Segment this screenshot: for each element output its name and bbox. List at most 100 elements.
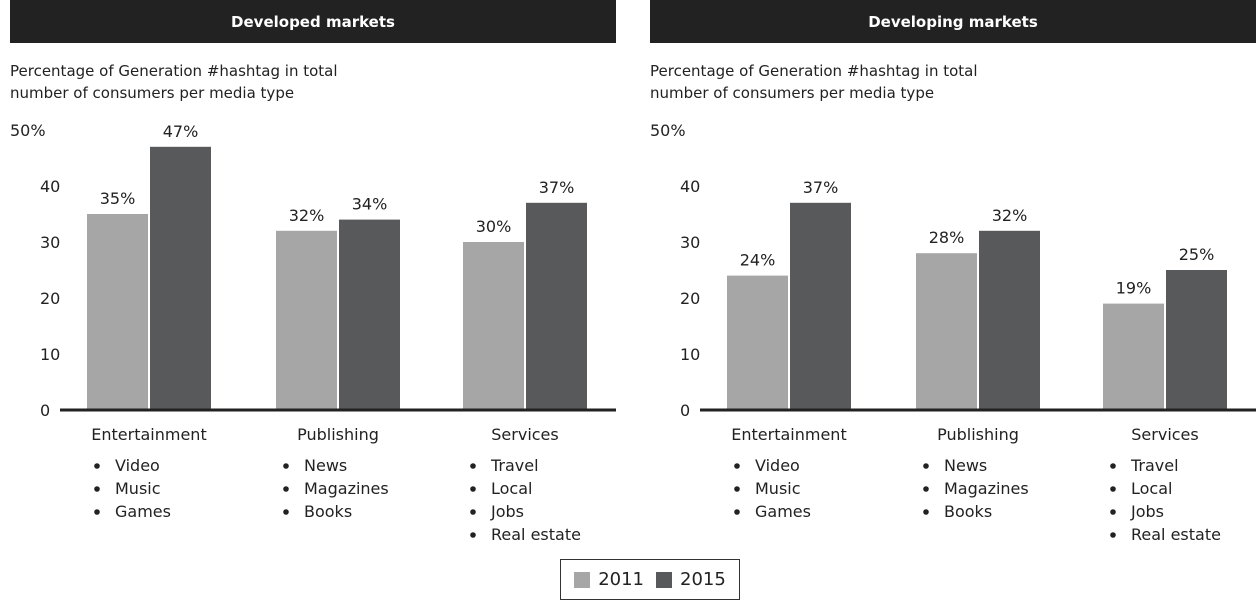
data-label: 32%	[289, 206, 325, 225]
bar-chart-developing: 0 10 20 30 40 50% 24% 28% 19% 37% 32% 25% Entertainm…	[650, 121, 1256, 544]
bullet-icon	[734, 463, 740, 469]
data-label: 47%	[163, 122, 199, 141]
bullet-icon	[1110, 532, 1116, 538]
data-label: 25%	[1179, 245, 1215, 264]
y-tick-label: 10	[680, 345, 700, 364]
bullet-icon	[470, 486, 476, 492]
legend: 2011 2015	[560, 559, 740, 600]
category-item: Travel	[490, 456, 539, 475]
bullet-icon	[94, 463, 100, 469]
y-tick-label: 40	[680, 177, 700, 196]
subtitle-line-2: number of consumers per media type	[10, 84, 295, 102]
y-tick-label: 50%	[10, 121, 46, 140]
data-label: 34%	[352, 195, 388, 214]
bar-2015-services	[526, 202, 587, 410]
bar-2015-publishing	[339, 219, 400, 410]
bar-2011-entertainment	[727, 275, 788, 410]
category-item: News	[304, 456, 347, 475]
data-label: 37%	[803, 178, 839, 197]
y-tick-label: 0	[680, 401, 690, 420]
bullet-icon	[94, 509, 100, 515]
bullet-icon	[1110, 486, 1116, 492]
category-item: Real estate	[491, 525, 581, 544]
bullet-icon	[923, 486, 929, 492]
y-tick-label: 10	[40, 345, 60, 364]
bar-2015-entertainment	[150, 146, 211, 411]
chart-panel-developing: Developing markets Percentage of Generat…	[650, 0, 1256, 545]
bullet-icon	[470, 509, 476, 515]
bar-2011-publishing	[276, 230, 337, 410]
category-item: Games	[115, 502, 171, 521]
category-item: News	[944, 456, 987, 475]
bar-2011-publishing	[916, 253, 977, 410]
data-label: 37%	[539, 178, 575, 197]
bullet-icon	[470, 532, 476, 538]
chart-title: Developed markets	[10, 0, 616, 43]
subtitle-line-1: Percentage of Generation #hashtag in tot…	[10, 62, 338, 80]
bullet-icon	[283, 486, 289, 492]
data-label: 24%	[740, 251, 776, 270]
bullet-icon	[470, 463, 476, 469]
category-item: Music	[115, 479, 161, 498]
bullet-icon	[734, 509, 740, 515]
bullet-icon	[734, 486, 740, 492]
bar-2015-entertainment	[790, 202, 851, 410]
x-category-label: Entertainment	[731, 425, 846, 444]
x-category-label: Services	[491, 425, 558, 444]
category-item: Magazines	[304, 479, 389, 498]
x-category-label: Publishing	[937, 425, 1019, 444]
bar-chart-developed: 0 10 20 30 40 50% 35% 32% 30% 47% 34% 37% Entertainm…	[10, 121, 616, 544]
category-item: Local	[1131, 479, 1172, 498]
y-tick-label: 30	[40, 233, 60, 252]
x-category-label: Services	[1131, 425, 1198, 444]
bar-2011-entertainment	[87, 214, 148, 410]
legend-item-2015: 2015	[656, 569, 726, 590]
data-label: 35%	[100, 189, 136, 208]
y-tick-label: 40	[40, 177, 60, 196]
chart-subtitle: Percentage of Generation #hashtag in tot…	[650, 60, 1070, 104]
category-item: Books	[304, 502, 352, 521]
category-item: Real estate	[1131, 525, 1221, 544]
bar-2015-services	[1166, 270, 1227, 410]
category-item: Books	[944, 502, 992, 521]
y-tick-label: 20	[40, 289, 60, 308]
y-tick-label: 0	[40, 401, 50, 420]
chart-panel-developed: Developed markets Percentage of Generati…	[10, 0, 616, 545]
legend-swatch-2011	[574, 571, 591, 588]
data-label: 30%	[476, 217, 512, 236]
legend-label-2015: 2015	[680, 569, 726, 590]
bullet-icon	[283, 463, 289, 469]
category-item: Magazines	[944, 479, 1029, 498]
category-item: Jobs	[490, 502, 524, 521]
bullet-icon	[923, 463, 929, 469]
category-item: Video	[755, 456, 800, 475]
bullet-icon	[923, 509, 929, 515]
data-label: 19%	[1116, 279, 1152, 298]
legend-swatch-2015	[656, 571, 672, 588]
bar-2011-services	[1103, 303, 1164, 410]
y-tick-label: 30	[680, 233, 700, 252]
y-tick-label: 50%	[650, 121, 686, 140]
bullet-icon	[1110, 463, 1116, 469]
category-item: Local	[491, 479, 532, 498]
category-item: Music	[755, 479, 801, 498]
category-item: Games	[755, 502, 811, 521]
bullet-icon	[1110, 509, 1116, 515]
y-tick-label: 20	[680, 289, 700, 308]
chart-subtitle: Percentage of Generation #hashtag in tot…	[10, 60, 430, 104]
data-label: 28%	[929, 228, 965, 247]
data-label: 32%	[992, 206, 1028, 225]
category-item: Video	[115, 456, 160, 475]
subtitle-line-1: Percentage of Generation #hashtag in tot…	[650, 62, 978, 80]
x-category-label: Publishing	[297, 425, 379, 444]
bar-2015-publishing	[979, 230, 1040, 410]
x-category-label: Entertainment	[91, 425, 206, 444]
category-item: Jobs	[1130, 502, 1164, 521]
legend-label-2011: 2011	[598, 569, 644, 590]
bullet-icon	[94, 486, 100, 492]
subtitle-line-2: number of consumers per media type	[650, 84, 935, 102]
category-item: Travel	[1130, 456, 1179, 475]
bullet-icon	[283, 509, 289, 515]
legend-item-2011: 2011	[574, 569, 644, 590]
bar-2011-services	[463, 242, 524, 410]
